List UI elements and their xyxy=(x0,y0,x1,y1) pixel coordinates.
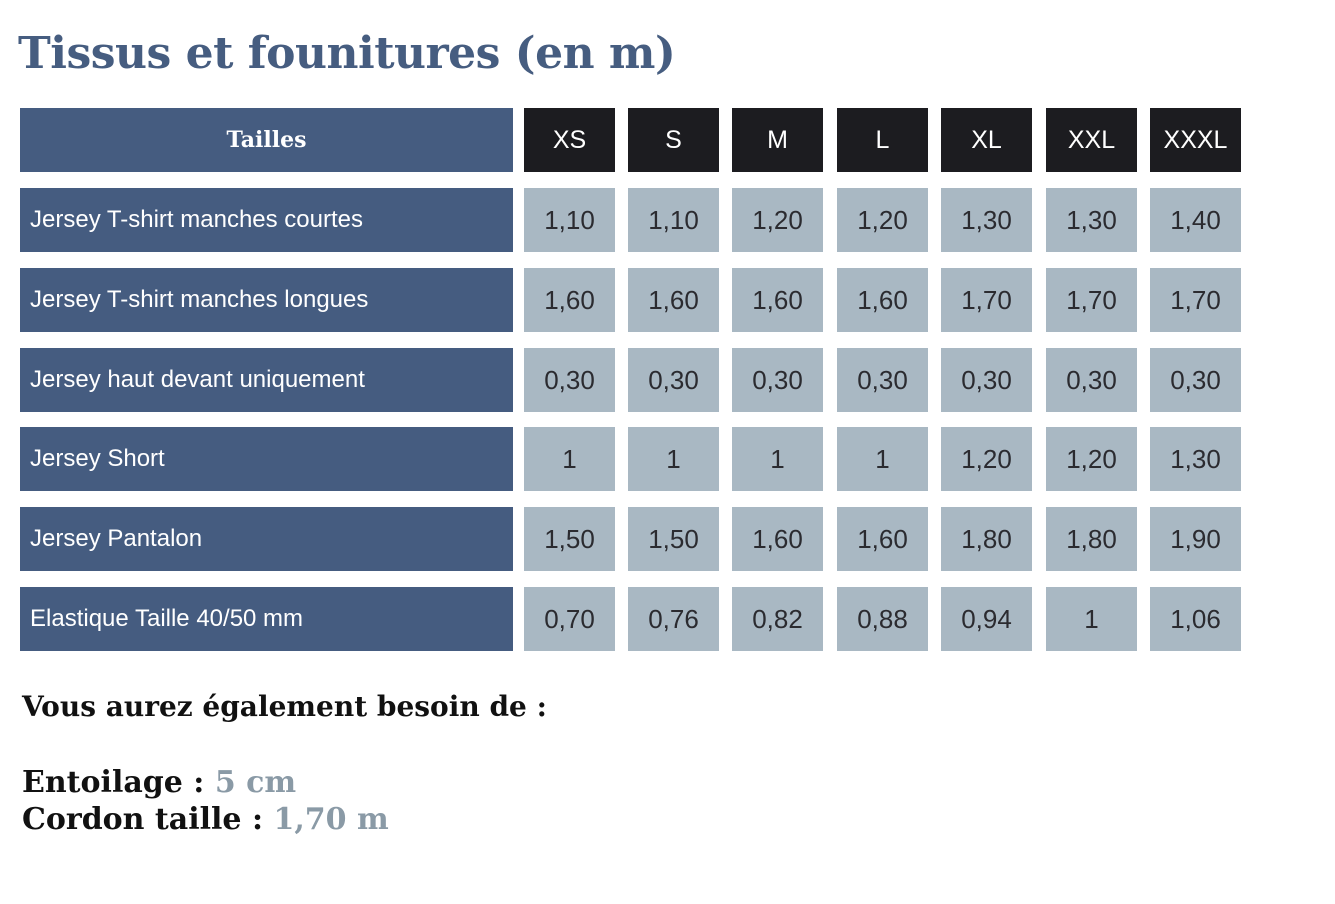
size-header-xs: XS xyxy=(524,108,615,172)
value-cell: 1,40 xyxy=(1150,188,1241,252)
value-cell: 1,20 xyxy=(941,427,1032,491)
value-cell: 0,30 xyxy=(732,348,823,412)
value-cell: 1,06 xyxy=(1150,587,1241,651)
entoilage-line: Entoilage : 5 cm xyxy=(22,765,296,800)
value-cell: 1,20 xyxy=(732,188,823,252)
value-cell: 1,60 xyxy=(732,507,823,571)
value-cell: 1 xyxy=(732,427,823,491)
size-header-l: L xyxy=(837,108,928,172)
row-label: Jersey T-shirt manches courtes xyxy=(20,188,513,252)
value-cell: 0,30 xyxy=(628,348,719,412)
value-cell: 1,20 xyxy=(837,188,928,252)
value-cell: 0,30 xyxy=(524,348,615,412)
value-cell: 0,82 xyxy=(732,587,823,651)
value-cell: 1,60 xyxy=(732,268,823,332)
value-cell: 1,70 xyxy=(941,268,1032,332)
value-cell: 1,30 xyxy=(1046,188,1137,252)
value-cell: 0,30 xyxy=(1046,348,1137,412)
value-cell: 1 xyxy=(1046,587,1137,651)
value-cell: 1,70 xyxy=(1046,268,1137,332)
row-label: Elastique Taille 40/50 mm xyxy=(20,587,513,651)
cordon-line: Cordon taille : 1,70 m xyxy=(22,802,389,837)
value-cell: 1 xyxy=(628,427,719,491)
size-header-xxxl: XXXL xyxy=(1150,108,1241,172)
value-cell: 1,10 xyxy=(524,188,615,252)
value-cell: 1,60 xyxy=(628,268,719,332)
value-cell: 1,30 xyxy=(1150,427,1241,491)
row-label: Jersey T-shirt manches longues xyxy=(20,268,513,332)
value-cell: 1,60 xyxy=(837,268,928,332)
value-cell: 1 xyxy=(837,427,928,491)
row-label: Jersey haut devant uniquement xyxy=(20,348,513,412)
row-label: Jersey Short xyxy=(20,427,513,491)
value-cell: 1,80 xyxy=(941,507,1032,571)
value-cell: 1 xyxy=(524,427,615,491)
value-cell: 1,10 xyxy=(628,188,719,252)
value-cell: 0,70 xyxy=(524,587,615,651)
cordon-label: Cordon taille : xyxy=(22,802,274,837)
value-cell: 1,50 xyxy=(628,507,719,571)
cordon-value: 1,70 m xyxy=(273,802,389,837)
value-cell: 1,20 xyxy=(1046,427,1137,491)
size-header-xxl: XXL xyxy=(1046,108,1137,172)
value-cell: 0,94 xyxy=(941,587,1032,651)
value-cell: 0,30 xyxy=(941,348,1032,412)
value-cell: 0,76 xyxy=(628,587,719,651)
footer-heading: Vous aurez également besoin de : xyxy=(22,690,547,723)
entoilage-label: Entoilage : xyxy=(22,765,215,800)
value-cell: 0,30 xyxy=(837,348,928,412)
row-label: Jersey Pantalon xyxy=(20,507,513,571)
value-cell: 1,90 xyxy=(1150,507,1241,571)
value-cell: 1,60 xyxy=(837,507,928,571)
header-sizes-label: Tailles xyxy=(20,108,513,172)
value-cell: 0,88 xyxy=(837,587,928,651)
value-cell: 1,70 xyxy=(1150,268,1241,332)
value-cell: 1,50 xyxy=(524,507,615,571)
size-header-m: M xyxy=(732,108,823,172)
page-title: Tissus et founitures (en m) xyxy=(18,28,676,79)
value-cell: 1,30 xyxy=(941,188,1032,252)
entoilage-value: 5 cm xyxy=(214,765,297,800)
size-header-xl: XL xyxy=(941,108,1032,172)
value-cell: 1,80 xyxy=(1046,507,1137,571)
value-cell: 1,60 xyxy=(524,268,615,332)
value-cell: 0,30 xyxy=(1150,348,1241,412)
size-header-s: S xyxy=(628,108,719,172)
